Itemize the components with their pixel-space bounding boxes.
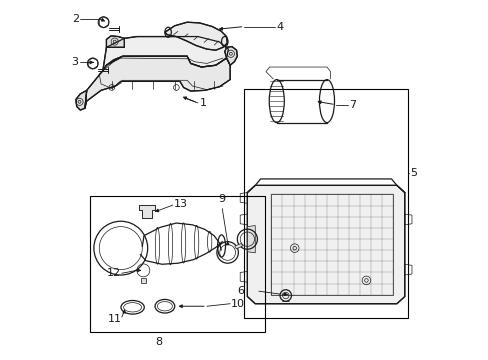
Text: 6: 6 [236, 286, 244, 296]
Bar [244, 89, 407, 318]
Text: 5: 5 [410, 168, 417, 178]
Polygon shape [247, 226, 255, 253]
Text: 4: 4 [276, 22, 284, 32]
Text: 10: 10 [231, 299, 244, 309]
Polygon shape [76, 90, 86, 110]
Text: 13: 13 [174, 199, 187, 210]
Polygon shape [247, 185, 404, 304]
Polygon shape [85, 56, 230, 108]
Text: 11: 11 [108, 314, 122, 324]
Text: 2: 2 [72, 14, 80, 24]
Text: 9: 9 [218, 194, 225, 204]
Text: 1: 1 [199, 98, 206, 108]
Text: 3: 3 [71, 57, 78, 67]
Polygon shape [164, 22, 227, 50]
Text: 12: 12 [106, 268, 121, 278]
Text: 7: 7 [349, 100, 356, 110]
Bar [89, 196, 264, 332]
Text: 8: 8 [155, 337, 162, 347]
Polygon shape [102, 37, 228, 71]
Polygon shape [139, 205, 155, 218]
Polygon shape [224, 46, 237, 65]
Polygon shape [234, 243, 242, 249]
Polygon shape [106, 36, 124, 47]
Bar [271, 194, 392, 295]
Polygon shape [140, 278, 146, 283]
